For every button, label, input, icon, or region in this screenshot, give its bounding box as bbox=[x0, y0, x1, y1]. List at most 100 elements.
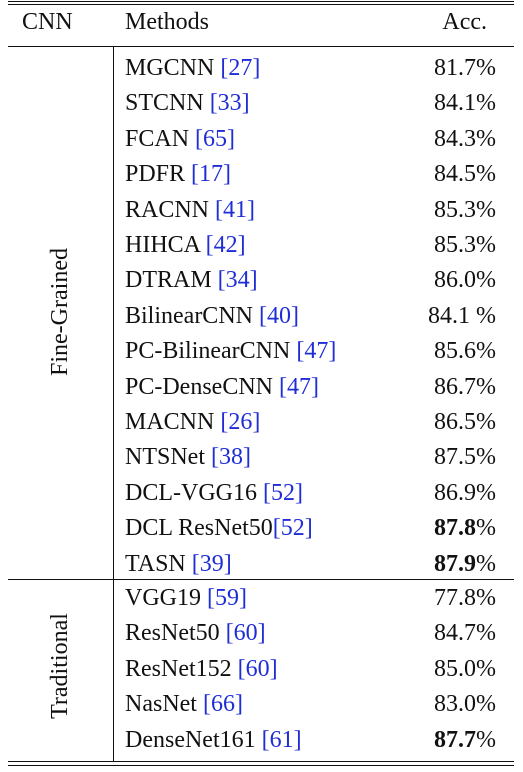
citation-link[interactable]: [60] bbox=[237, 655, 278, 682]
percent-sign: % bbox=[476, 655, 496, 682]
accuracy-cell: 83.0% bbox=[434, 687, 496, 722]
citation-link[interactable]: [17] bbox=[191, 161, 232, 188]
table-row: HIHCA [42] 85.3% bbox=[0, 228, 523, 263]
accuracy-cell: 84.3% bbox=[434, 122, 496, 157]
bottom-rule-second bbox=[8, 765, 514, 766]
accuracy-cell: 84.7% bbox=[434, 616, 496, 651]
accuracy-cell: 87.5% bbox=[434, 440, 496, 475]
method-cell: DTRAM [34] bbox=[125, 263, 258, 298]
percent-sign: % bbox=[476, 444, 496, 471]
citation-link[interactable]: [38] bbox=[211, 444, 251, 471]
method-name: BilinearCNN bbox=[125, 302, 259, 329]
method-cell: ResNet152 [60] bbox=[125, 652, 278, 687]
accuracy-cell: 85.3% bbox=[434, 193, 496, 228]
citation-link[interactable]: [60] bbox=[225, 620, 266, 647]
method-cell: VGG19 [59] bbox=[125, 581, 247, 616]
citation-link[interactable]: [65] bbox=[195, 125, 236, 152]
table-row: TASN [39] 87.9% bbox=[0, 547, 523, 582]
citation-link[interactable]: [39] bbox=[191, 550, 232, 577]
percent-sign: % bbox=[476, 373, 496, 400]
table-row: RACNN [41] 85.3% bbox=[0, 193, 523, 228]
percent-sign: % bbox=[476, 125, 496, 152]
accuracy-cell: 87.9% bbox=[434, 547, 496, 582]
accuracy-value: 84.5 bbox=[434, 161, 476, 188]
accuracy-value: 87.9 bbox=[434, 550, 476, 577]
accuracy-value: 87.8 bbox=[434, 515, 476, 542]
header-acc: Acc. bbox=[442, 9, 487, 35]
percent-sign: % bbox=[476, 196, 496, 223]
method-name: DenseNet161 bbox=[125, 726, 262, 753]
percent-sign: % bbox=[476, 409, 496, 435]
header-cnn: CNN bbox=[22, 9, 73, 35]
method-cell: RACNN [41] bbox=[125, 193, 255, 228]
accuracy-value: 85.6 bbox=[434, 338, 476, 365]
percent-sign: % bbox=[476, 302, 496, 329]
citation-link[interactable]: [52] bbox=[272, 515, 313, 542]
accuracy-value: 85.0 bbox=[434, 655, 476, 682]
table-row: MACNN [26] 86.5% bbox=[0, 405, 523, 440]
citation-link[interactable]: [66] bbox=[202, 691, 243, 718]
method-name: FCAN bbox=[125, 125, 196, 152]
percent-sign: % bbox=[476, 232, 496, 258]
method-cell: NTSNet [38] bbox=[125, 440, 251, 475]
table-row: ResNet152 [60] 85.0% bbox=[0, 652, 523, 687]
table-row: DCL ResNet50[52] 87.8% bbox=[0, 511, 523, 546]
percent-sign: % bbox=[476, 90, 496, 117]
citation-link[interactable]: [61] bbox=[261, 726, 302, 753]
table-row: BilinearCNN [40] 84.1 % bbox=[0, 299, 523, 334]
accuracy-cell: 81.7% bbox=[434, 51, 496, 86]
percent-sign: % bbox=[476, 267, 496, 294]
table-row: DCL-VGG16 [52] 86.9% bbox=[0, 476, 523, 511]
citation-link[interactable]: [52] bbox=[263, 479, 303, 506]
method-cell: DenseNet161 [61] bbox=[125, 723, 302, 758]
accuracy-cell: 84.1 % bbox=[428, 299, 496, 334]
accuracy-value: 85.3 bbox=[434, 196, 476, 223]
percent-sign: % bbox=[476, 620, 496, 647]
accuracy-value: 84.1 bbox=[434, 90, 476, 117]
citation-link[interactable]: [47] bbox=[296, 338, 337, 365]
table-row: PDFR [17] 84.5% bbox=[0, 157, 523, 192]
accuracy-cell: 85.3% bbox=[434, 228, 496, 263]
method-cell: TASN [39] bbox=[125, 547, 232, 582]
method-cell: NasNet [66] bbox=[125, 687, 243, 722]
citation-link[interactable]: [47] bbox=[279, 373, 319, 400]
accuracy-cell: 86.7% bbox=[434, 370, 496, 405]
table-row: ResNet50 [60] 84.7% bbox=[0, 616, 523, 651]
citation-link[interactable]: [41] bbox=[215, 196, 255, 223]
citation-link[interactable]: [33] bbox=[209, 90, 250, 117]
method-cell: PDFR [17] bbox=[125, 157, 231, 192]
method-name: NTSNet bbox=[125, 444, 211, 471]
method-name: PC-BilinearCNN bbox=[125, 338, 297, 365]
accuracy-cell: 86.0% bbox=[434, 263, 496, 298]
method-name: ResNet152 bbox=[125, 655, 238, 682]
percent-sign: % bbox=[476, 479, 496, 506]
table-row: PC-BilinearCNN [47] 85.6% bbox=[0, 334, 523, 369]
citation-link[interactable]: [27] bbox=[220, 55, 261, 81]
method-name: MACNN bbox=[125, 409, 221, 435]
percent-sign: % bbox=[476, 161, 496, 188]
group-divider-vertical bbox=[113, 46, 114, 761]
percent-sign: % bbox=[476, 55, 496, 81]
method-name: VGG19 bbox=[125, 585, 207, 611]
accuracy-value: 83.0 bbox=[434, 691, 476, 718]
method-name: PDFR bbox=[125, 161, 192, 188]
top-rule-second bbox=[8, 4, 514, 5]
method-cell: STCNN [33] bbox=[125, 86, 250, 121]
method-cell: DCL-VGG16 [52] bbox=[125, 476, 303, 511]
table-row: DTRAM [34] 86.0% bbox=[0, 263, 523, 298]
table-row: FCAN [65] 84.3% bbox=[0, 122, 523, 157]
method-cell: MGCNN [27] bbox=[125, 51, 260, 86]
accuracy-value: 77.8 bbox=[434, 585, 476, 611]
citation-link[interactable]: [34] bbox=[217, 267, 258, 294]
citation-link[interactable]: [59] bbox=[207, 585, 247, 611]
bottom-rule bbox=[8, 761, 514, 762]
citation-link[interactable]: [40] bbox=[258, 302, 299, 329]
citation-link[interactable]: [26] bbox=[220, 409, 261, 435]
percent-sign: % bbox=[476, 338, 496, 365]
accuracy-value: 84.3 bbox=[434, 125, 476, 152]
table-row: DenseNet161 [61] 87.7% bbox=[0, 723, 523, 758]
method-cell: BilinearCNN [40] bbox=[125, 299, 299, 334]
accuracy-cell: 86.9% bbox=[434, 476, 496, 511]
citation-link[interactable]: [42] bbox=[205, 232, 246, 258]
accuracy-cell: 84.1% bbox=[434, 86, 496, 121]
